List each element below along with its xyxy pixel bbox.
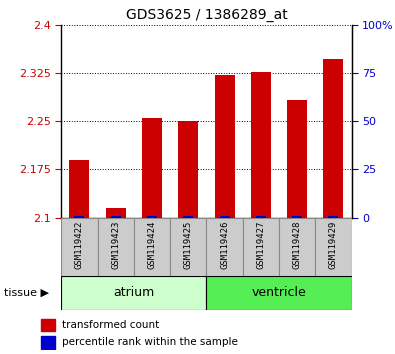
Bar	[147, 216, 157, 218]
Bar	[74, 216, 85, 218]
Text: GSM119423: GSM119423	[111, 221, 120, 269]
Text: GSM119425: GSM119425	[184, 221, 193, 269]
Bar	[328, 216, 339, 218]
Bar	[134, 218, 170, 276]
Bar	[256, 216, 266, 218]
Bar	[315, 218, 352, 276]
Bar	[111, 216, 120, 218]
Bar	[206, 218, 243, 276]
Bar	[41, 319, 55, 331]
Bar	[279, 218, 315, 276]
Bar	[251, 72, 271, 218]
Text: GSM119427: GSM119427	[256, 221, 265, 269]
Text: tissue ▶: tissue ▶	[4, 288, 49, 298]
Bar	[61, 276, 206, 310]
Text: GSM119422: GSM119422	[75, 221, 84, 269]
Bar	[98, 218, 134, 276]
Bar	[142, 118, 162, 218]
Text: GSM119426: GSM119426	[220, 221, 229, 269]
Bar	[61, 218, 98, 276]
Bar	[41, 336, 55, 349]
Text: GSM119428: GSM119428	[293, 221, 302, 269]
Bar	[70, 160, 89, 218]
Bar	[106, 208, 126, 218]
Text: GSM119429: GSM119429	[329, 221, 338, 269]
Text: percentile rank within the sample: percentile rank within the sample	[62, 337, 238, 347]
Bar	[220, 216, 229, 218]
Bar	[178, 121, 198, 218]
Title: GDS3625 / 1386289_at: GDS3625 / 1386289_at	[126, 8, 287, 22]
Bar	[183, 216, 193, 218]
Bar	[170, 218, 207, 276]
Text: transformed count: transformed count	[62, 320, 159, 330]
Bar	[243, 218, 279, 276]
Text: atrium: atrium	[113, 286, 154, 299]
Bar	[206, 276, 352, 310]
Text: ventricle: ventricle	[252, 286, 307, 299]
Bar	[214, 75, 235, 218]
Bar	[292, 216, 302, 218]
Bar	[324, 59, 343, 218]
Text: GSM119424: GSM119424	[147, 221, 156, 269]
Bar	[287, 100, 307, 218]
